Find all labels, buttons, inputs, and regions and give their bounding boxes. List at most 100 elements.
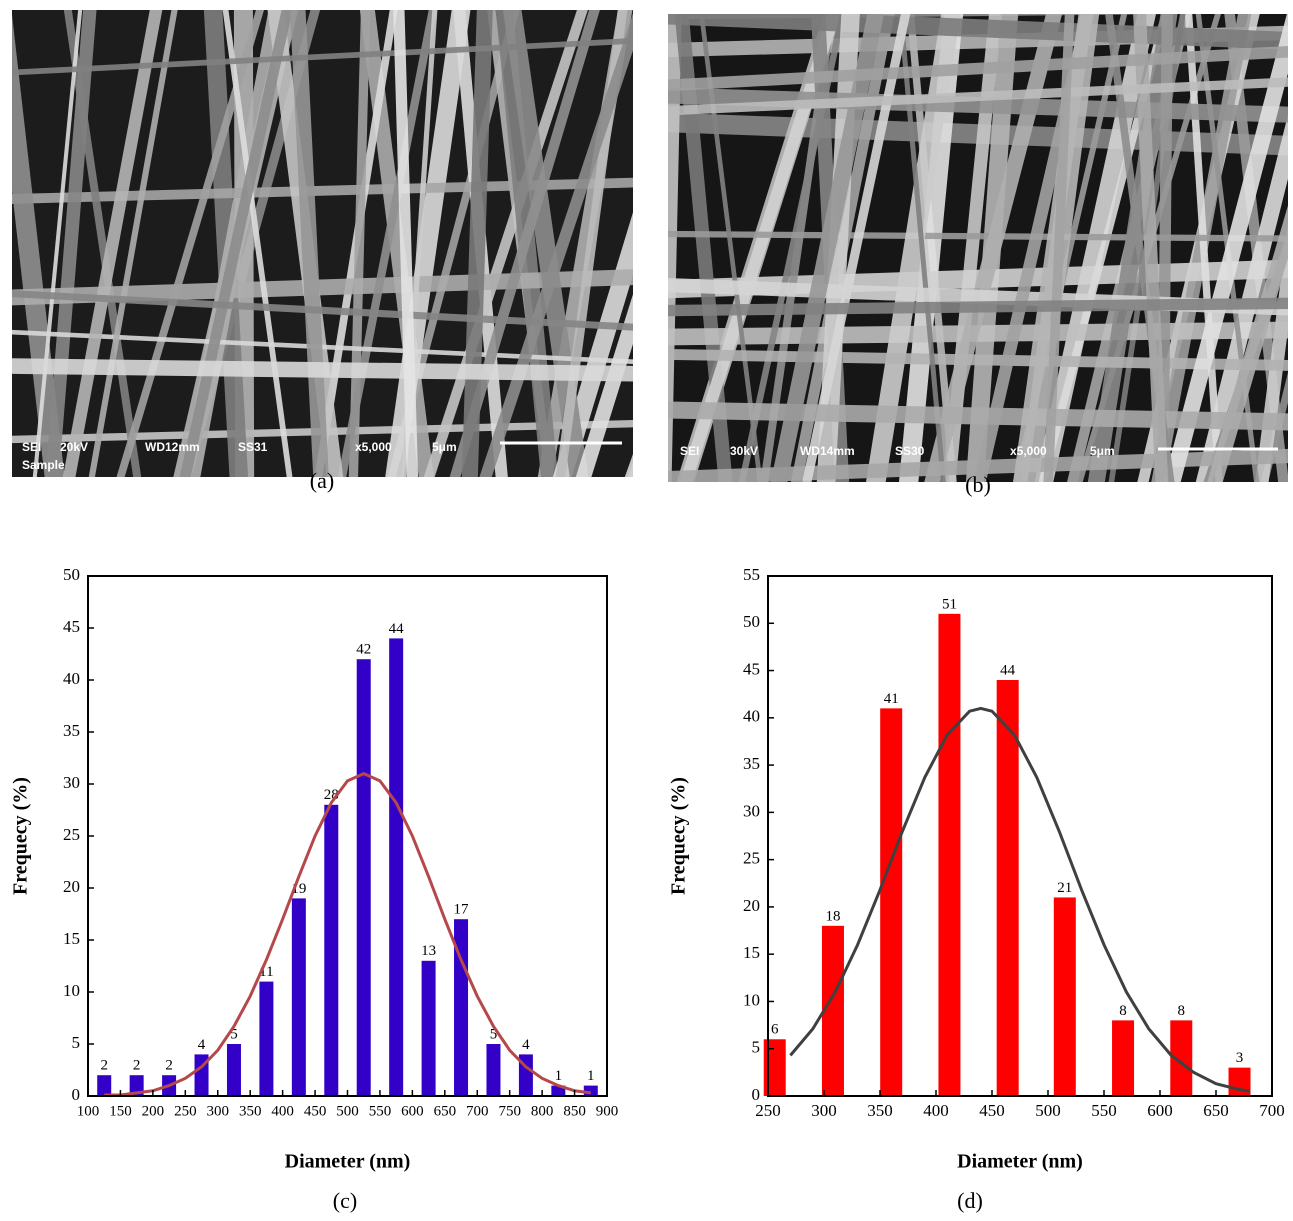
bar: [583, 1085, 598, 1096]
data-label: 51: [942, 596, 957, 612]
fiber: [385, 10, 471, 477]
fit-curve: [104, 771, 591, 1097]
fiber: [45, 10, 97, 477]
x-tick-label: 700: [466, 1103, 489, 1119]
sem-info: x5,000: [355, 440, 392, 454]
sem-info: WD14mm: [800, 444, 855, 458]
bar: [454, 919, 469, 1096]
bar: [486, 1044, 501, 1096]
y-tick-label: 25: [743, 849, 760, 868]
x-tick-label: 250: [174, 1103, 197, 1119]
data-label: 18: [825, 908, 840, 924]
x-tick-label: 350: [867, 1101, 893, 1120]
caption: (a): [310, 468, 334, 493]
bar: [389, 638, 404, 1096]
fiber: [393, 10, 419, 477]
sem-info: SS30: [895, 444, 925, 458]
fiber: [1043, 14, 1075, 482]
fiber: [12, 38, 633, 76]
fiber: [668, 77, 1288, 116]
fiber: [88, 10, 178, 477]
y-tick-label: 35: [743, 754, 760, 773]
sem-info: 5μm: [1090, 444, 1115, 458]
x-tick-label: 450: [979, 1101, 1005, 1120]
data-label: 2: [133, 1058, 141, 1074]
fiber: [337, 10, 438, 477]
bar: [324, 804, 339, 1096]
y-tick-label: 45: [743, 659, 760, 678]
y-tick-label: 35: [63, 721, 80, 740]
y-tick-label: 45: [63, 617, 80, 636]
bar: [551, 1085, 566, 1096]
y-axis-label: Frequecy (%): [10, 777, 32, 895]
data-label: 8: [1178, 1003, 1186, 1019]
y-tick-label: 15: [63, 929, 80, 948]
data-label: 2: [165, 1058, 173, 1074]
fiber: [63, 10, 142, 477]
sem-info: 30kV: [730, 444, 758, 458]
fiber: [222, 10, 293, 477]
data-label: 5: [490, 1026, 498, 1042]
fit-curve: [789, 706, 1250, 1093]
x-tick-label: 750: [498, 1103, 521, 1119]
x-tick-label: 650: [1203, 1101, 1229, 1120]
x-tick-label: 500: [1035, 1101, 1061, 1120]
fiber: [668, 297, 1288, 317]
x-tick-label: 550: [369, 1103, 392, 1119]
fiber: [12, 14, 65, 477]
x-tick-label: 600: [1147, 1101, 1173, 1120]
bar: [421, 960, 436, 1096]
y-tick-label: 15: [743, 943, 760, 962]
data-label: 3: [1236, 1050, 1244, 1066]
x-tick-label: 850: [563, 1103, 586, 1119]
caption: (d): [957, 1188, 983, 1213]
x-tick-label: 800: [531, 1103, 554, 1119]
caption: (b): [965, 472, 991, 497]
x-tick-label: 650: [434, 1103, 457, 1119]
sem-info: x5,000: [1010, 444, 1047, 458]
caption: (c): [333, 1188, 357, 1213]
bar: [129, 1075, 144, 1096]
y-tick-label: 0: [72, 1085, 81, 1104]
fiber: [668, 401, 1288, 431]
y-tick-label: 30: [63, 773, 80, 792]
data-label: 6: [771, 1022, 779, 1038]
fiber: [479, 13, 633, 477]
x-tick-label: 300: [811, 1101, 837, 1120]
x-axis-label: Diameter (nm): [957, 1151, 1083, 1173]
fiber: [668, 230, 1288, 242]
fiber: [62, 10, 163, 477]
y-tick-label: 50: [63, 565, 80, 584]
y-tick-label: 30: [743, 801, 760, 820]
y-tick-label: 40: [63, 669, 80, 688]
x-axis-label: Diameter (nm): [285, 1151, 411, 1173]
x-tick-label: 400: [271, 1103, 294, 1119]
y-tick-label: 10: [743, 990, 760, 1009]
x-tick-label: 450: [304, 1103, 327, 1119]
fiber: [668, 45, 1288, 92]
data-label: 21: [1057, 880, 1072, 896]
fiber: [12, 290, 633, 331]
x-tick-label: 250: [755, 1101, 781, 1120]
data-label: 41: [884, 691, 899, 707]
sem-info: SEI: [680, 444, 699, 458]
y-tick-label: 55: [743, 565, 760, 584]
data-label: 1: [587, 1068, 595, 1084]
y-tick-label: 10: [63, 981, 80, 1000]
x-tick-label: 150: [109, 1103, 132, 1119]
y-tick-label: 40: [743, 707, 760, 726]
fiber: [359, 10, 434, 477]
data-label: 4: [198, 1037, 206, 1053]
fiber: [1013, 14, 1093, 482]
data-label: 44: [1000, 662, 1016, 678]
plot-frame: [767, 575, 1273, 1097]
x-tick-label: 100: [77, 1103, 100, 1119]
bar: [1053, 897, 1076, 1096]
sem-info: Sample: [22, 458, 65, 472]
fiber: [12, 358, 633, 382]
y-axis-label: Frequecy (%): [668, 777, 690, 895]
bar: [356, 659, 371, 1096]
x-tick-label: 900: [596, 1103, 619, 1119]
fiber: [179, 10, 293, 477]
fiber: [461, 10, 493, 477]
